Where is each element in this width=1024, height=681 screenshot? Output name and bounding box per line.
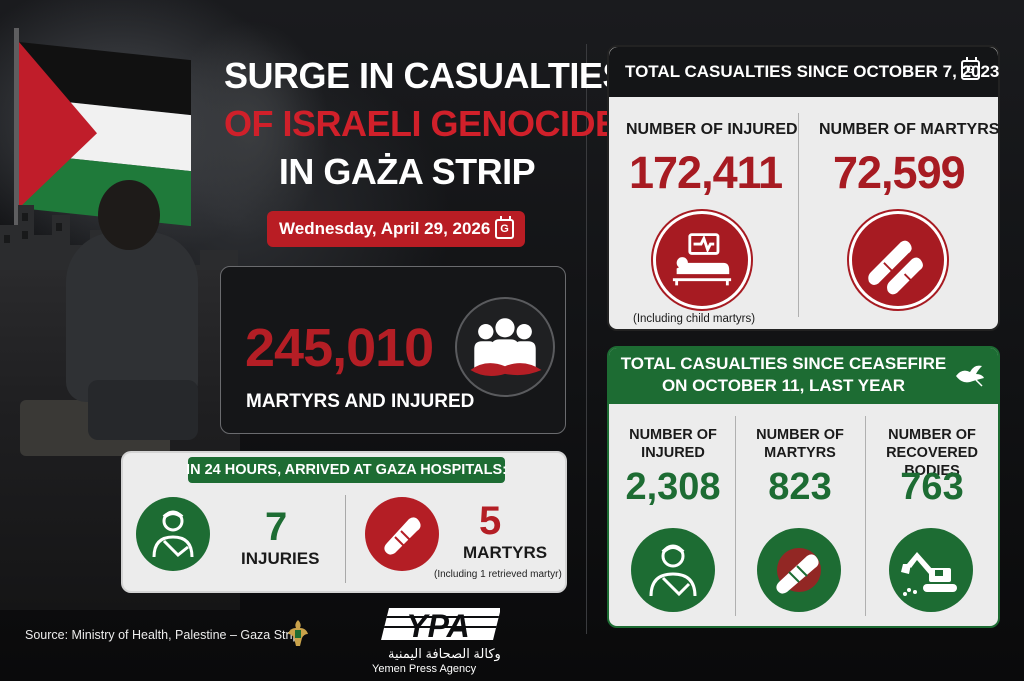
last-24-hours-banner: IN 24 HOURS, ARRIVED AT GAZA HOSPITALS:	[186, 457, 507, 483]
dove-icon	[956, 365, 984, 387]
palestine-emblem-icon	[288, 620, 308, 646]
since-october-7-title: TOTAL CASUALTIES SINCE OCTOBER 7, 2023	[625, 62, 1000, 81]
calendar-icon: G	[495, 216, 514, 239]
agency-name-arabic: وكالة الصحافة اليمنية	[388, 646, 501, 661]
total-number: 245,010	[245, 318, 434, 378]
date-pill: Wednesday, April 29, 2026 G	[267, 211, 525, 247]
group-people-icon	[455, 297, 555, 397]
calendar-icon: G	[961, 57, 980, 80]
card-divider	[735, 416, 736, 616]
24h-martyrs-number: 5	[479, 499, 502, 543]
vertical-divider	[586, 44, 587, 634]
headline-line-2: OF ISRAELI GENOCIDE	[224, 103, 619, 144]
24h-martyrs-note: (Including 1 retrieved martyr)	[434, 569, 562, 580]
hospital-bed-icon	[653, 211, 751, 309]
ceasefire-martyrs-label-1: NUMBER OF	[756, 427, 844, 443]
shrouded-body-icon	[365, 497, 439, 571]
oct7-note: (Including child martyrs)	[633, 313, 756, 325]
card-divider	[865, 416, 866, 616]
flag-pole	[14, 28, 19, 278]
boy-figure-body	[66, 232, 198, 402]
card-divider	[798, 113, 799, 317]
headline-line-1: SURGE IN CASUALTIES	[224, 55, 626, 96]
agency-name-english: Yemen Press Agency	[372, 663, 477, 675]
ceasefire-recovered-number: 763	[900, 466, 964, 508]
total-label: MARTYRS AND INJURED	[246, 391, 475, 412]
oct7-martyrs-label: NUMBER OF MARTYRS	[819, 121, 1000, 138]
injured-person-icon	[136, 497, 210, 571]
since-october-7-header: TOTAL CASUALTIES SINCE OCTOBER 7, 2023 G	[609, 47, 1000, 97]
oct7-martyrs-number: 72,599	[833, 147, 966, 198]
since-ceasefire-card: TOTAL CASUALTIES SINCE CEASEFIRE ON OCTO…	[607, 346, 1000, 628]
ypa-logo: YPA	[381, 608, 500, 644]
oct7-injured-label: NUMBER OF INJURED	[626, 121, 798, 138]
background-scene	[0, 0, 330, 610]
24h-injuries-number: 7	[265, 505, 288, 549]
shrouded-bodies-icon	[849, 211, 947, 309]
ypa-logo-text: YPA	[406, 608, 469, 644]
ceasefire-recovered-label-2: RECOVERED BODIES	[886, 445, 978, 479]
ceasefire-recovered-label-1: NUMBER OF	[888, 427, 976, 443]
ceasefire-injured-label-2: INJURED	[641, 445, 705, 461]
since-ceasefire-title-2: ON OCTOBER 11, LAST YEAR	[661, 376, 906, 395]
since-ceasefire-header: TOTAL CASUALTIES SINCE CEASEFIRE ON OCTO…	[609, 348, 998, 404]
since-october-7-card: TOTAL CASUALTIES SINCE OCTOBER 7, 2023 G…	[607, 45, 1000, 331]
total-casualties-card: 245,010 MARTYRS AND INJURED	[220, 266, 566, 434]
24h-injuries-label: INJURIES	[241, 549, 320, 568]
smoke-plume	[170, 20, 330, 240]
source-text: Source: Ministry of Health, Palestine – …	[25, 628, 300, 642]
headline: SURGE IN CASUALTIES OF ISRAELI GENOCIDE …	[224, 52, 626, 196]
ceasefire-martyrs-label-2: MARTYRS	[764, 445, 836, 461]
ceasefire-injured-number: 2,308	[625, 466, 721, 508]
ceasefire-recovered-label: NUMBER OF RECOVERED BODIES	[869, 426, 995, 480]
headline-line-3: IN GAŻA STRIP	[278, 151, 536, 192]
date-text: Wednesday, April 29, 2026	[279, 219, 491, 238]
24h-martyrs-label: MARTYRS	[463, 543, 548, 562]
boy-figure-head	[98, 180, 160, 250]
ceasefire-injured-label: NUMBER OF INJURED	[617, 426, 729, 462]
ceasefire-injured-label-1: NUMBER OF	[629, 427, 717, 443]
last-24-hours-card: IN 24 HOURS, ARRIVED AT GAZA HOSPITALS: …	[121, 451, 567, 593]
injured-person-icon	[631, 528, 715, 612]
ceasefire-martyrs-number: 823	[768, 466, 832, 508]
card-divider	[345, 495, 346, 583]
since-ceasefire-title-1: TOTAL CASUALTIES SINCE CEASEFIRE	[620, 354, 947, 373]
shrouded-body-icon	[757, 528, 841, 612]
ceasefire-martyrs-label: NUMBER OF MARTYRS	[741, 426, 859, 462]
excavator-icon	[889, 528, 973, 612]
boy-figure-legs	[88, 380, 198, 440]
oct7-injured-number: 172,411	[629, 147, 783, 198]
